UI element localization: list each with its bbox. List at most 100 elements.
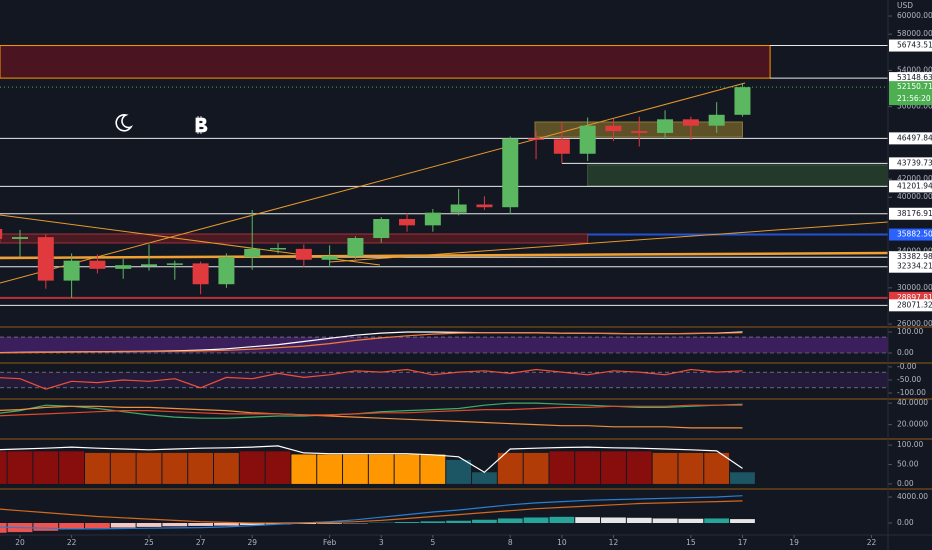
indicator-bar [394,454,420,484]
indicator-bar [420,454,446,484]
indicator-bar [523,452,549,484]
candle-body [115,265,132,269]
indicator-bar [575,517,601,524]
indicator-bar [549,516,575,524]
indicator-bar [678,452,704,484]
y-tick-label: -0.00 [897,362,917,371]
indicator-bar [7,451,33,484]
indicator-bar [214,452,239,484]
level-label-box [889,207,932,220]
candle-body [321,256,338,260]
candle-body [270,247,287,250]
indicator-line [0,495,743,530]
indicator-bar [85,452,110,484]
level-label: 43739.73 [897,158,932,167]
indicator-bar [575,451,601,484]
indicator-bar [472,519,497,524]
y-tick-label: 60000.00 [897,11,932,20]
level-label: 35882.50 [897,230,932,239]
y-tick-label: 40000.00 [897,192,932,201]
candle-body [399,218,416,226]
x-tick-label: 29 [247,538,257,547]
indicator-line [0,368,743,390]
y-tick-label: 30000.00 [897,283,932,292]
zone [0,233,589,244]
y-tick-label: 100.00 [897,327,923,336]
candle-body [0,228,3,239]
candle-body [218,257,235,285]
x-tick-label: 22 [67,538,77,547]
candle-body [192,263,209,285]
indicator-bar [549,451,575,484]
indicator-bar [188,452,214,484]
bitcoin-icon [195,116,208,134]
moon-icon [115,114,133,132]
candle-body [347,238,364,257]
candle-body [476,204,493,208]
y-tick-label: 100.00 [897,440,923,449]
level-label: 28897.81 [897,293,932,302]
y-tick-label: 50000.00 [897,102,932,111]
x-tick-label: 17 [738,538,748,547]
y-tick-label: 0.00 [897,479,914,488]
candle-body [89,260,106,269]
indicator-bar [394,522,420,524]
last-price-time: 21:56:20 [897,94,931,103]
indicator-bar [601,451,626,484]
y-tick-label: 4000.00 [897,492,928,501]
pane-band [0,337,888,353]
last-price-box [889,81,932,106]
indicator-line [0,332,743,354]
level-label-box [889,228,932,241]
indicator-bar [0,523,7,533]
y-tick-label: -50.00 [897,375,921,384]
y-tick-label: 0.00 [897,348,914,357]
y-tick-label: 54000.00 [897,65,932,74]
indicator-bar [33,451,59,484]
indicator-bar [291,454,317,484]
y-tick-label: 40.0000 [897,398,928,407]
indicator-bar [110,452,136,484]
trend-line [0,251,889,260]
candle-body [657,119,674,133]
indicator-bar [472,472,497,484]
indicator-bar [446,459,472,484]
candle-body [553,139,570,154]
y-tick-label: -100.00 [897,388,926,397]
indicator-bar [265,523,291,525]
candle-body [295,248,312,260]
x-tick-label: 20 [15,538,25,547]
pane-band [0,372,888,388]
x-tick-label: 27 [196,538,206,547]
indicator-bar [59,523,85,530]
indicator-bar [317,523,343,524]
x-tick-label: 3 [379,538,384,547]
level-label: 46497.84 [897,133,932,142]
level-label-box [889,72,932,85]
indicator-bar [652,518,678,524]
y-tick-label: 20.0000 [897,420,928,429]
indicator-line [0,445,743,474]
candle-body [502,138,519,208]
level-label: 28071.32 [897,300,932,309]
candle-body [682,119,699,126]
indicator-bar [704,452,730,484]
level-label: 56743.51 [897,41,932,50]
candle-body [11,237,28,239]
level-label-box [889,299,932,312]
candle-body [631,131,648,133]
x-tick-label: 15 [686,538,696,547]
candle-body [450,204,467,213]
indicator-bar [188,523,214,526]
x-tick-label: 5 [430,538,435,547]
indicator-bar [523,517,549,524]
indicator-bar [162,523,188,527]
x-tick-label: 12 [609,538,619,547]
indicator-bar [59,451,85,484]
indicator-bar [0,451,7,484]
trend-line [329,221,889,263]
indicator-bar [601,517,626,524]
candle-body [37,237,54,281]
